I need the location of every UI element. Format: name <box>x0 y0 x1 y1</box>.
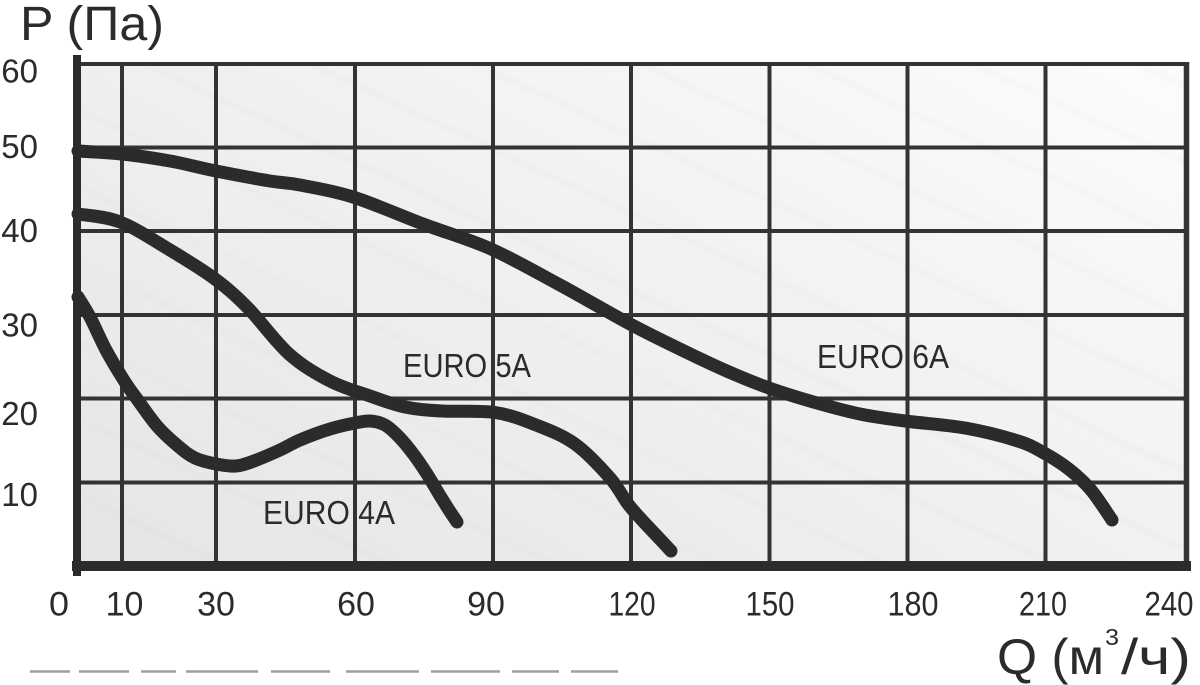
svg-text:150: 150 <box>746 586 795 624</box>
svg-text:240: 240 <box>1145 586 1194 624</box>
svg-text:/ч): /ч) <box>1121 629 1191 685</box>
svg-text:60: 60 <box>337 586 375 624</box>
svg-text:210: 210 <box>1019 586 1067 624</box>
svg-text:20: 20 <box>1 395 38 432</box>
svg-text:Q (м: Q (м <box>997 629 1104 685</box>
svg-text:10: 10 <box>1 476 38 513</box>
svg-text:30: 30 <box>197 586 235 624</box>
svg-text:30: 30 <box>1 307 38 344</box>
svg-text:EURO 5A: EURO 5A <box>403 347 531 384</box>
svg-text:50: 50 <box>1 128 38 165</box>
svg-text:0: 0 <box>49 586 69 624</box>
svg-text:3: 3 <box>1105 624 1119 650</box>
svg-text:P (Па): P (Па) <box>20 0 164 51</box>
svg-text:EURO 6A: EURO 6A <box>817 338 949 375</box>
svg-text:120: 120 <box>609 586 656 624</box>
svg-text:90: 90 <box>467 586 505 624</box>
svg-text:10: 10 <box>106 586 144 624</box>
svg-text:60: 60 <box>1 53 38 90</box>
svg-text:EURO 4A: EURO 4A <box>263 494 395 531</box>
svg-text:180: 180 <box>888 586 939 624</box>
svg-text:40: 40 <box>1 212 38 249</box>
